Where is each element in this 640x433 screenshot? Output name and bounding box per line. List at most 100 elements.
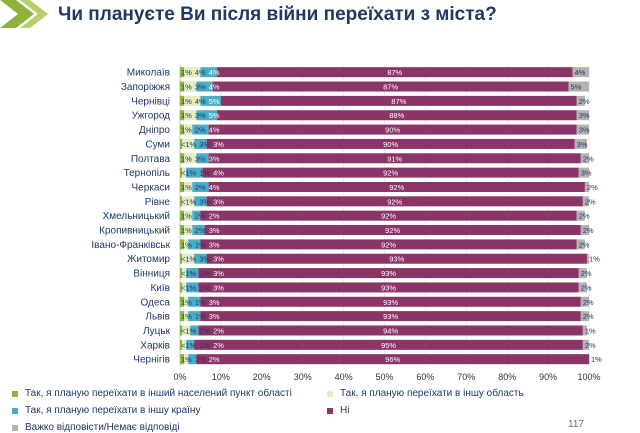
data-label: 2% <box>209 355 220 364</box>
bar-segment <box>198 325 583 336</box>
data-label: 1% <box>589 255 600 264</box>
data-label: 92% <box>381 240 396 249</box>
legend-label: Так, я планую переїхати в іншу країну <box>25 405 201 416</box>
category-label: Кропивницький <box>99 226 170 237</box>
data-label: 1% <box>181 83 192 92</box>
data-label: 2% <box>583 226 594 235</box>
bar-segment <box>186 167 203 178</box>
x-tick-label: 10% <box>212 372 230 382</box>
data-label: 93% <box>383 312 398 321</box>
category-label: Чернігів <box>133 355 170 366</box>
legend-label: Важко відповісти/Немає відповіді <box>25 422 180 433</box>
category-label: Тернопіль <box>124 168 170 179</box>
bar-segment <box>184 67 201 78</box>
legend-swatch <box>327 390 333 397</box>
data-label: 2% <box>195 183 206 192</box>
bar-segment <box>184 296 189 307</box>
data-label: 2% <box>581 269 592 278</box>
bar-segment <box>580 225 589 236</box>
data-label: <1% <box>181 269 197 278</box>
x-tick-label: 0% <box>173 372 186 382</box>
data-label: 87% <box>383 83 398 92</box>
bar-segment <box>180 311 185 322</box>
bar-segment <box>184 81 197 92</box>
data-label: <1% <box>181 169 197 178</box>
bar-segment <box>200 210 577 221</box>
bar-segment <box>194 339 583 350</box>
category-label: Чернівці <box>131 96 170 107</box>
data-label: 2% <box>583 154 594 163</box>
data-label: 4% <box>209 83 220 92</box>
data-label: 2% <box>195 226 206 235</box>
bar-segment <box>184 124 193 135</box>
data-label: 87% <box>391 97 406 106</box>
data-label: 1% <box>181 111 192 120</box>
data-label: <1% <box>181 326 197 335</box>
data-label: 93% <box>383 298 398 307</box>
bar-segment <box>200 95 221 106</box>
bar-segment <box>212 81 569 92</box>
data-label: 92% <box>385 226 400 235</box>
bar-segment <box>184 239 189 250</box>
bar-segment <box>196 110 217 121</box>
legend-label: Так, я планую переїхати в інший населени… <box>25 388 292 399</box>
data-label: 2% <box>195 212 206 221</box>
data-label: 3% <box>195 111 206 120</box>
x-tick-label: 90% <box>539 372 557 382</box>
data-label: 1% <box>199 283 210 292</box>
data-label: 2% <box>213 326 224 335</box>
bar-segment <box>208 153 581 164</box>
data-label: 1% <box>199 269 210 278</box>
legend-label: Ні <box>340 405 350 416</box>
bar-segment <box>196 81 213 92</box>
bar-segment <box>202 167 579 178</box>
data-label: 88% <box>389 111 404 120</box>
data-label: 1% <box>199 169 210 178</box>
bar-segment <box>216 67 573 78</box>
bar-segment <box>578 282 587 293</box>
data-label: 93% <box>381 283 396 292</box>
bar-segment <box>182 282 187 293</box>
x-tick-label: 80% <box>498 372 516 382</box>
data-label: 2% <box>213 341 224 350</box>
data-label: 2% <box>585 341 596 350</box>
data-label: 93% <box>381 269 396 278</box>
bar-segment <box>576 110 589 121</box>
data-label: 2% <box>583 312 594 321</box>
legend-item: Ні <box>327 405 349 416</box>
bar-segment <box>208 124 577 135</box>
data-label: 3% <box>577 140 588 149</box>
bar-segment <box>196 153 209 164</box>
bar-segment <box>184 311 189 322</box>
data-label: 3% <box>209 312 220 321</box>
bar-segment <box>208 181 585 192</box>
bar-segment <box>194 196 207 207</box>
data-label: 3% <box>199 140 210 149</box>
bar-segment <box>180 181 185 192</box>
data-label: 1% <box>181 97 192 106</box>
bar-segment <box>182 268 187 279</box>
data-label: 3% <box>209 240 220 249</box>
bar-segment <box>200 67 217 78</box>
category-label: Івано-Франківськ <box>91 240 170 251</box>
category-label: Миколаїв <box>127 68 170 79</box>
data-label: 1% <box>181 240 192 249</box>
bar-segment <box>180 354 185 365</box>
legend-item: Так, я планую переїхати в іншу область <box>327 388 524 399</box>
x-tick-label: 40% <box>335 372 353 382</box>
x-tick-label: 50% <box>375 372 393 382</box>
data-label: 2% <box>195 126 206 135</box>
x-tick-label: 60% <box>416 372 434 382</box>
legend-item: Важко відповісти/Немає відповіді <box>12 422 180 433</box>
bar-segment <box>180 196 183 207</box>
bar-segment <box>182 196 195 207</box>
category-label: Дніпро <box>139 125 170 136</box>
bar-segment <box>576 210 585 221</box>
category-label: Суми <box>145 139 170 150</box>
data-label: 3% <box>213 197 224 206</box>
data-label: 1% <box>195 312 206 321</box>
category-label: Вінниця <box>133 269 170 280</box>
data-label: 2% <box>581 283 592 292</box>
bar-segment <box>180 210 185 221</box>
legend-item: Так, я планую переїхати в інший населени… <box>12 388 292 399</box>
